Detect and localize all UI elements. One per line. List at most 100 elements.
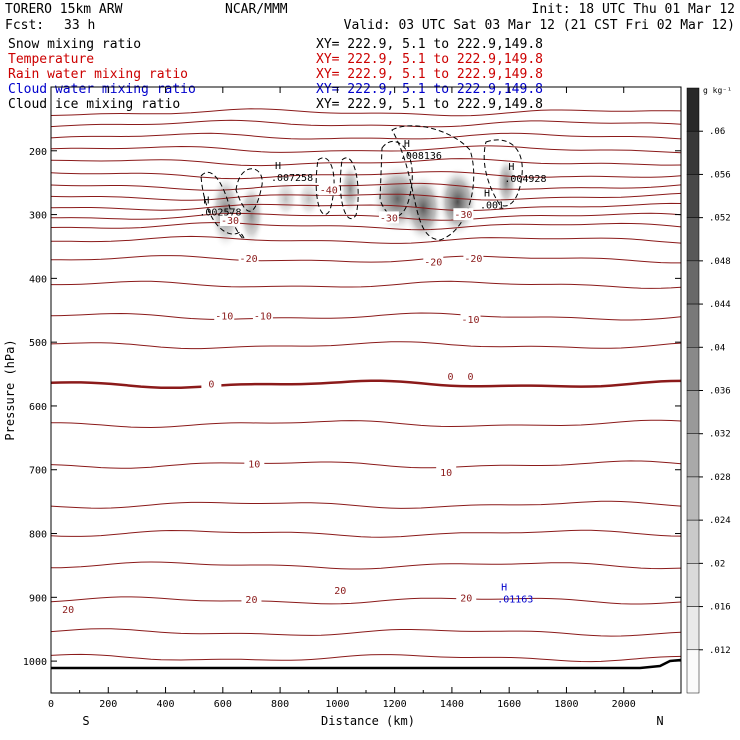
temp-label-bg — [440, 370, 461, 383]
temp-label: 20 — [460, 594, 472, 605]
temp-label-bg — [463, 252, 484, 265]
temp-label-bg — [460, 312, 481, 325]
max-marker-h: H — [484, 188, 490, 199]
colorbar-tick-label: .052 — [709, 214, 731, 224]
legend-name-0: Snow mixing ratio — [8, 37, 141, 52]
temp-label-bg — [460, 370, 481, 383]
legend-xy-2: XY= 222.9, 5.1 to 222.9,149.8 — [316, 67, 543, 82]
y-tick-label: 600 — [29, 402, 47, 413]
colorbar-tick-label: .048 — [709, 257, 731, 267]
max-marker-h: H — [203, 195, 209, 206]
temp-label: 0 — [447, 372, 453, 383]
snow-blob — [274, 179, 298, 218]
temp-label-bg — [241, 592, 262, 605]
max-marker-h: H — [404, 139, 410, 150]
temp-label: 20 — [245, 595, 257, 606]
colorbar-tick-label: .024 — [709, 516, 731, 526]
x-tick-label: 0 — [48, 699, 54, 710]
snow-blob — [340, 163, 361, 215]
temp-label-bg — [453, 208, 474, 221]
legend-name-2: Rain water mixing ratio — [8, 67, 188, 82]
isotherm-line — [51, 628, 681, 637]
x-tick-label: 2000 — [612, 699, 636, 710]
y-tick-label: 700 — [29, 466, 47, 477]
x-tick-label: 1600 — [497, 699, 521, 710]
max-value-label: .004928 — [504, 174, 546, 185]
x-tick-label: 600 — [214, 699, 232, 710]
temp-label-bg — [456, 591, 477, 604]
colorbar-segment — [686, 606, 700, 651]
snow-shading — [209, 157, 517, 250]
y-tick-label: 400 — [29, 274, 47, 285]
temp-label: -20 — [240, 254, 258, 265]
colorbar: .06 .056 .052 .048 .044 .04 .036 .032 .028 .024 .0… — [686, 87, 731, 694]
temp-label-bg — [244, 457, 265, 470]
model-title: TORERO 15km ARW — [5, 2, 123, 17]
x-axis-title: Distance (km) — [321, 714, 415, 728]
colorbar-tick-label: .016 — [709, 603, 731, 613]
fcst-value: 33 h — [64, 18, 95, 33]
x-tick-label: 1000 — [325, 699, 349, 710]
temp-label: -30 — [380, 213, 398, 224]
temp-label-bg — [214, 309, 235, 322]
snow-blob — [209, 173, 242, 250]
temp-label: -20 — [424, 257, 442, 268]
colorbar-segment — [686, 563, 700, 607]
temp-label-bg — [436, 465, 457, 478]
temp-label: 10 — [248, 460, 260, 471]
isotherm-line — [51, 132, 681, 140]
isotherm-line — [51, 108, 681, 117]
isotherm-line — [51, 419, 681, 429]
isotherm-line — [51, 192, 681, 201]
max-value-label: .01163 — [497, 595, 533, 606]
isotherm-line — [51, 280, 681, 289]
max-value-label: .007258 — [271, 173, 313, 184]
isotherm-line — [51, 202, 681, 211]
legend-xy-1: XY= 222.9, 5.1 to 222.9,149.8 — [316, 52, 543, 67]
temp-label: -30 — [454, 210, 472, 221]
colorbar-tick-label: .028 — [709, 473, 731, 483]
max-value-label: .001 — [480, 200, 504, 211]
temp-label: 20 — [62, 605, 74, 616]
temp-label-bg — [252, 309, 273, 322]
legend-name-3: Cloud water mixing ratio — [8, 82, 196, 97]
legend-name-4: Cloud ice mixing ratio — [8, 97, 180, 112]
temp-label: -10 — [215, 312, 233, 323]
y-axis-title: Pressure (hPa) — [3, 339, 17, 440]
legend-xy-4: XY= 222.9, 5.1 to 222.9,149.8 — [316, 97, 543, 112]
valid-time: Valid: 03 UTC Sat 03 Mar 12 (21 CST Fri … — [344, 18, 735, 33]
temp-label-bg — [330, 583, 351, 596]
temp-label-bg — [238, 252, 259, 265]
x-left-end-label: S — [82, 714, 89, 728]
colorbar-tick-label: .056 — [709, 170, 731, 180]
isotherm-line — [51, 119, 681, 128]
temp-label: 10 — [440, 468, 452, 479]
isotherm-line — [51, 182, 681, 191]
isotherm-line — [51, 212, 681, 221]
temp-label-bg — [201, 377, 222, 390]
cloud-ice-contour — [235, 168, 263, 212]
max-value-label: .002578 — [199, 207, 241, 218]
isotherm-line — [51, 341, 681, 350]
legend: Snow mixing ratio XY= 222.9, 5.1 to 222.… — [8, 37, 543, 112]
max-marker-h: H — [508, 162, 514, 173]
snow-blob — [238, 182, 265, 247]
isotherm-line — [51, 500, 681, 509]
colorbar-segment — [686, 174, 700, 218]
y-tick-label: 1000 — [23, 657, 47, 668]
colorbar-tick-label: .02 — [709, 559, 725, 569]
isotherm-line — [51, 235, 681, 244]
terrain-line — [51, 658, 682, 670]
temp-label-bg — [423, 255, 444, 268]
cloud-ice-contour — [379, 140, 413, 217]
colorbar-segment — [686, 390, 700, 434]
colorbar-segment — [686, 347, 700, 391]
colorbar-segment — [686, 130, 700, 175]
max-value-label: .008136 — [400, 151, 442, 162]
x-tick-label: 400 — [157, 699, 175, 710]
isotherm-line — [51, 171, 681, 180]
axes: 0 200 400 600 800 1000 1200 1400 1600 1800 2000200… — [23, 87, 682, 710]
y-tick-label: 500 — [29, 338, 47, 349]
colorbar-segment — [686, 649, 700, 694]
isotherm-line — [51, 379, 681, 390]
